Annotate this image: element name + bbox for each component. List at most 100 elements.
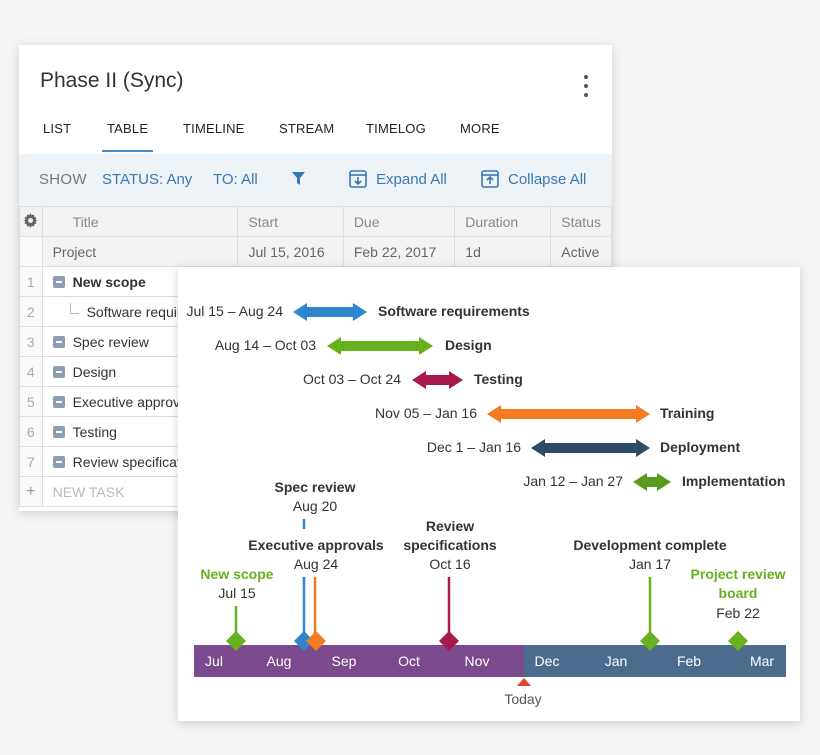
task-range: Jan 12 – Jan 27 <box>523 473 623 489</box>
task-bar-software-requirements[interactable] <box>293 303 367 321</box>
milestone-date: Aug 20 <box>293 498 338 514</box>
task-bar-implementation[interactable] <box>633 473 671 491</box>
milestone-name[interactable]: board <box>719 585 758 601</box>
milestone-date: Jan 17 <box>629 556 671 572</box>
month-label: Feb <box>677 653 701 669</box>
tab-timelog[interactable]: TIMELOG <box>366 121 426 136</box>
task-bar-design[interactable] <box>327 337 433 355</box>
view-tabs: LIST TABLE TIMELINE STREAM TIMELOG MORE <box>19 121 612 155</box>
milestone-date: Jul 15 <box>218 585 256 601</box>
column-header-title[interactable]: Title <box>41 206 239 237</box>
collapse-all-button[interactable]: Collapse All <box>508 171 587 188</box>
task-range: Jul 15 – Aug 24 <box>186 303 283 319</box>
month-label: Jan <box>605 653 628 669</box>
milestone-date: Feb 22 <box>716 605 760 621</box>
milestone-name[interactable]: Executive approvals <box>248 537 384 553</box>
column-header-start[interactable]: Start <box>237 206 344 237</box>
filter-bar: SHOW STATUS: Any TO: All Expand All Coll… <box>19 154 612 206</box>
axis-future <box>524 645 786 677</box>
milestone-name[interactable]: Development complete <box>573 537 726 553</box>
collapse-toggle-icon[interactable] <box>52 335 65 348</box>
task-bar-training[interactable] <box>487 405 650 423</box>
tab-list[interactable]: LIST <box>43 121 72 136</box>
milestone-name[interactable]: New scope <box>200 566 273 582</box>
more-options-icon[interactable] <box>582 75 590 101</box>
task-bar-deployment[interactable] <box>531 439 650 457</box>
collapse-all-icon[interactable] <box>481 170 499 188</box>
project-row[interactable]: Project Jul 15, 2016 Feb 22, 2017 1d Act… <box>19 236 612 267</box>
task-name[interactable]: Implementation <box>682 473 785 489</box>
project-start[interactable]: Jul 15, 2016 <box>237 236 344 267</box>
milestone-name[interactable]: Review <box>426 518 474 534</box>
row-number: 3 <box>19 326 43 357</box>
table-header-row: Title Start Due Duration Status <box>19 206 612 237</box>
tab-stream[interactable]: STREAM <box>279 121 335 136</box>
today-label: Today <box>504 691 541 707</box>
month-label: Sep <box>332 653 357 669</box>
collapse-toggle-icon[interactable] <box>52 275 65 288</box>
task-title[interactable]: Executive approvals <box>72 393 198 410</box>
milestone-name[interactable]: Project review <box>691 566 786 582</box>
filter-icon[interactable] <box>292 172 305 186</box>
task-range: Dec 1 – Jan 16 <box>427 439 521 455</box>
milestone-diamond-development-complete[interactable] <box>640 631 660 651</box>
timeline-panel: Jul 15 – Aug 24 Software requirements Au… <box>178 267 800 721</box>
project-due[interactable]: Feb 22, 2017 <box>342 236 456 267</box>
task-name[interactable]: Software requirements <box>378 303 530 319</box>
tab-timeline[interactable]: TIMELINE <box>183 121 245 136</box>
axis-past <box>194 645 524 677</box>
expand-all-icon[interactable] <box>349 170 367 188</box>
milestone-name[interactable]: Spec review <box>275 479 356 495</box>
column-header-due[interactable]: Due <box>342 206 456 237</box>
milestone-diamond-executive-approvals[interactable] <box>306 631 326 651</box>
timeline-chart: Jul 15 – Aug 24 Software requirements Au… <box>186 303 786 707</box>
task-name[interactable]: Design <box>445 337 492 353</box>
collapse-toggle-icon[interactable] <box>52 365 65 378</box>
timeline-axis: Jul Aug Sep Oct Nov Dec Jan Feb Mar Toda… <box>194 631 786 707</box>
status-filter[interactable]: STATUS: Any <box>102 171 193 188</box>
month-label: Oct <box>398 653 420 669</box>
milestone-date: Aug 24 <box>294 556 339 572</box>
task-title[interactable]: Spec review <box>72 333 149 350</box>
project-duration[interactable]: 1d <box>454 236 552 267</box>
month-label: Aug <box>267 653 292 669</box>
task-range: Aug 14 – Oct 03 <box>215 337 316 353</box>
settings-gear-icon[interactable] <box>19 206 43 237</box>
task-name[interactable]: Deployment <box>660 439 740 455</box>
milestone-diamond-review-specifications[interactable] <box>439 631 459 651</box>
task-name[interactable]: Testing <box>474 371 523 387</box>
tree-connector <box>69 303 79 314</box>
row-number: 5 <box>19 386 43 417</box>
task-range: Nov 05 – Jan 16 <box>375 405 477 421</box>
milestones: Spec review Aug 20 Executive approvals A… <box>200 479 786 639</box>
panel-title: Phase II (Sync) <box>40 69 184 92</box>
column-header-duration[interactable]: Duration <box>454 206 552 237</box>
milestone-diamond-spec-review[interactable] <box>294 631 314 651</box>
task-title[interactable]: Review specifications <box>72 453 207 470</box>
task-bar-testing[interactable] <box>412 371 463 389</box>
milestone-diamond-project-review-board[interactable] <box>728 631 748 651</box>
collapse-toggle-icon[interactable] <box>52 395 65 408</box>
row-number: 7 <box>19 446 43 477</box>
tab-more[interactable]: MORE <box>460 121 500 136</box>
month-label: Jul <box>205 653 223 669</box>
collapse-toggle-icon[interactable] <box>52 455 65 468</box>
milestone-date: Oct 16 <box>429 556 470 572</box>
column-header-status[interactable]: Status <box>550 206 612 237</box>
task-title[interactable]: New scope <box>72 273 146 290</box>
task-range: Oct 03 – Oct 24 <box>303 371 401 387</box>
month-label: Dec <box>535 653 560 669</box>
today-marker-icon <box>517 678 531 686</box>
task-title[interactable]: Design <box>72 363 117 380</box>
add-task-icon[interactable]: + <box>19 476 43 507</box>
tab-table[interactable]: TABLE <box>102 121 154 152</box>
task-title[interactable]: Testing <box>72 423 117 440</box>
project-title[interactable]: Project <box>41 236 239 267</box>
project-status[interactable]: Active <box>550 236 612 267</box>
collapse-toggle-icon[interactable] <box>52 425 65 438</box>
expand-all-button[interactable]: Expand All <box>376 171 447 188</box>
milestone-diamond-new-scope[interactable] <box>226 631 246 651</box>
task-name[interactable]: Training <box>660 405 714 421</box>
milestone-name[interactable]: specifications <box>403 537 497 553</box>
assignee-filter[interactable]: TO: All <box>213 171 258 188</box>
